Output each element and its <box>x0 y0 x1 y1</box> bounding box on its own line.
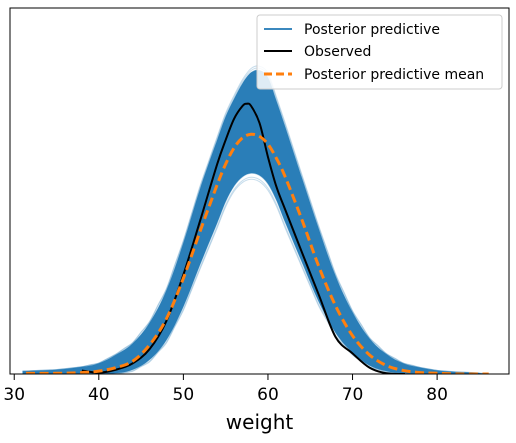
posterior-predictive-draw <box>22 65 480 374</box>
posterior-predictive-draw <box>22 67 480 374</box>
x-tick-label-50: 50 <box>173 385 195 405</box>
legend: Posterior predictive Observed Posterior … <box>256 14 503 90</box>
x-tick-label-30: 30 <box>3 385 25 405</box>
posterior-predictive-band <box>22 69 485 374</box>
x-axis: 30 40 50 60 70 80 <box>3 374 448 405</box>
series-line-observed <box>81 102 406 374</box>
x-tick-label-70: 70 <box>342 385 364 405</box>
legend-label-observed: Observed <box>304 44 371 60</box>
x-axis-label: weight <box>226 410 294 434</box>
x-tick-label-40: 40 <box>88 385 110 405</box>
x-tick-label-80: 80 <box>426 385 448 405</box>
legend-label-posterior-predictive-mean: Posterior predictive mean <box>304 67 484 83</box>
legend-label-posterior-predictive: Posterior predictive <box>304 22 440 38</box>
x-tick-label-60: 60 <box>257 385 279 405</box>
plot-frame <box>9 7 510 375</box>
legend-box <box>256 14 503 90</box>
